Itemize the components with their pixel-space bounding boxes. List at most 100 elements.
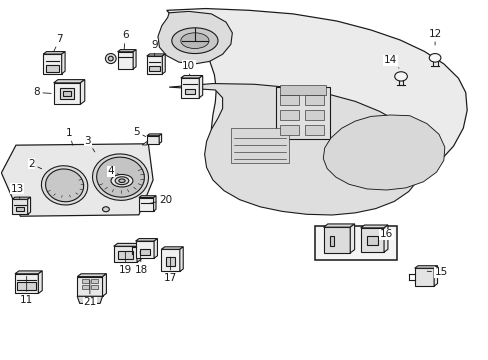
- Polygon shape: [80, 80, 84, 104]
- Polygon shape: [12, 199, 28, 214]
- Text: 14: 14: [383, 55, 398, 68]
- Polygon shape: [181, 78, 199, 98]
- Polygon shape: [414, 266, 437, 268]
- Ellipse shape: [119, 179, 125, 183]
- Bar: [18, 282, 36, 290]
- Text: 2: 2: [28, 159, 41, 169]
- Polygon shape: [169, 84, 423, 215]
- Bar: [366, 237, 377, 246]
- Polygon shape: [43, 51, 65, 54]
- Text: 1: 1: [66, 128, 73, 145]
- Text: 12: 12: [427, 28, 441, 45]
- Polygon shape: [133, 50, 136, 69]
- Polygon shape: [54, 80, 84, 83]
- Bar: [82, 285, 89, 289]
- Polygon shape: [15, 271, 42, 274]
- Text: 13: 13: [10, 184, 23, 199]
- Bar: [304, 95, 324, 105]
- Bar: [185, 89, 195, 94]
- Text: 9: 9: [151, 40, 158, 56]
- Polygon shape: [1, 144, 153, 216]
- Text: 10: 10: [182, 61, 195, 76]
- Polygon shape: [28, 197, 30, 214]
- Circle shape: [102, 207, 109, 212]
- Polygon shape: [162, 54, 165, 74]
- Bar: [279, 110, 298, 120]
- Polygon shape: [323, 115, 444, 190]
- Polygon shape: [114, 243, 141, 246]
- Polygon shape: [433, 266, 437, 286]
- Polygon shape: [77, 274, 106, 276]
- Polygon shape: [117, 52, 133, 69]
- Bar: [230, 128, 288, 163]
- Polygon shape: [153, 196, 156, 211]
- Text: 17: 17: [163, 257, 177, 283]
- Bar: [165, 257, 175, 266]
- Bar: [82, 279, 89, 283]
- Polygon shape: [323, 224, 354, 227]
- Bar: [60, 88, 74, 99]
- Bar: [279, 85, 325, 95]
- Polygon shape: [146, 54, 165, 56]
- Bar: [304, 125, 324, 135]
- Bar: [148, 66, 160, 71]
- Ellipse shape: [115, 177, 128, 185]
- Text: 11: 11: [20, 276, 33, 305]
- Bar: [91, 279, 98, 283]
- Bar: [118, 251, 132, 258]
- Ellipse shape: [108, 56, 113, 61]
- Bar: [63, 91, 71, 96]
- Text: 3: 3: [84, 136, 95, 152]
- Polygon shape: [360, 225, 387, 228]
- Polygon shape: [117, 50, 136, 52]
- Polygon shape: [135, 241, 154, 258]
- Text: 4: 4: [107, 166, 119, 176]
- Ellipse shape: [97, 157, 144, 197]
- Text: 15: 15: [427, 267, 447, 277]
- Polygon shape: [154, 239, 157, 258]
- Polygon shape: [159, 134, 161, 144]
- Polygon shape: [158, 12, 232, 64]
- Polygon shape: [38, 271, 42, 293]
- Bar: [276, 87, 329, 139]
- Text: 7: 7: [54, 34, 63, 52]
- Polygon shape: [161, 249, 180, 271]
- Polygon shape: [137, 243, 141, 262]
- Polygon shape: [414, 268, 433, 286]
- Polygon shape: [15, 274, 38, 293]
- Circle shape: [394, 72, 407, 81]
- Bar: [279, 95, 298, 105]
- Bar: [91, 285, 98, 289]
- Circle shape: [428, 54, 440, 62]
- Text: 6: 6: [122, 30, 128, 49]
- Bar: [16, 207, 24, 211]
- Text: 20: 20: [149, 195, 172, 204]
- Polygon shape: [139, 196, 156, 198]
- Polygon shape: [181, 76, 202, 78]
- Ellipse shape: [45, 169, 83, 202]
- Polygon shape: [135, 239, 157, 241]
- Polygon shape: [166, 9, 466, 208]
- Ellipse shape: [171, 28, 218, 54]
- Ellipse shape: [41, 166, 87, 205]
- Text: 19: 19: [119, 251, 132, 275]
- Polygon shape: [199, 76, 202, 98]
- Polygon shape: [180, 247, 183, 271]
- Polygon shape: [102, 274, 106, 296]
- Ellipse shape: [181, 33, 208, 49]
- Bar: [279, 125, 298, 135]
- Bar: [45, 65, 59, 72]
- Text: 8: 8: [33, 87, 51, 98]
- Polygon shape: [114, 246, 137, 262]
- Polygon shape: [77, 296, 102, 303]
- Bar: [329, 236, 334, 247]
- Polygon shape: [12, 197, 30, 199]
- Polygon shape: [161, 247, 183, 249]
- Polygon shape: [323, 227, 349, 253]
- Ellipse shape: [92, 154, 148, 201]
- Polygon shape: [383, 225, 387, 252]
- Polygon shape: [61, 51, 65, 74]
- Polygon shape: [142, 141, 147, 145]
- Bar: [315, 226, 396, 260]
- Polygon shape: [54, 83, 80, 104]
